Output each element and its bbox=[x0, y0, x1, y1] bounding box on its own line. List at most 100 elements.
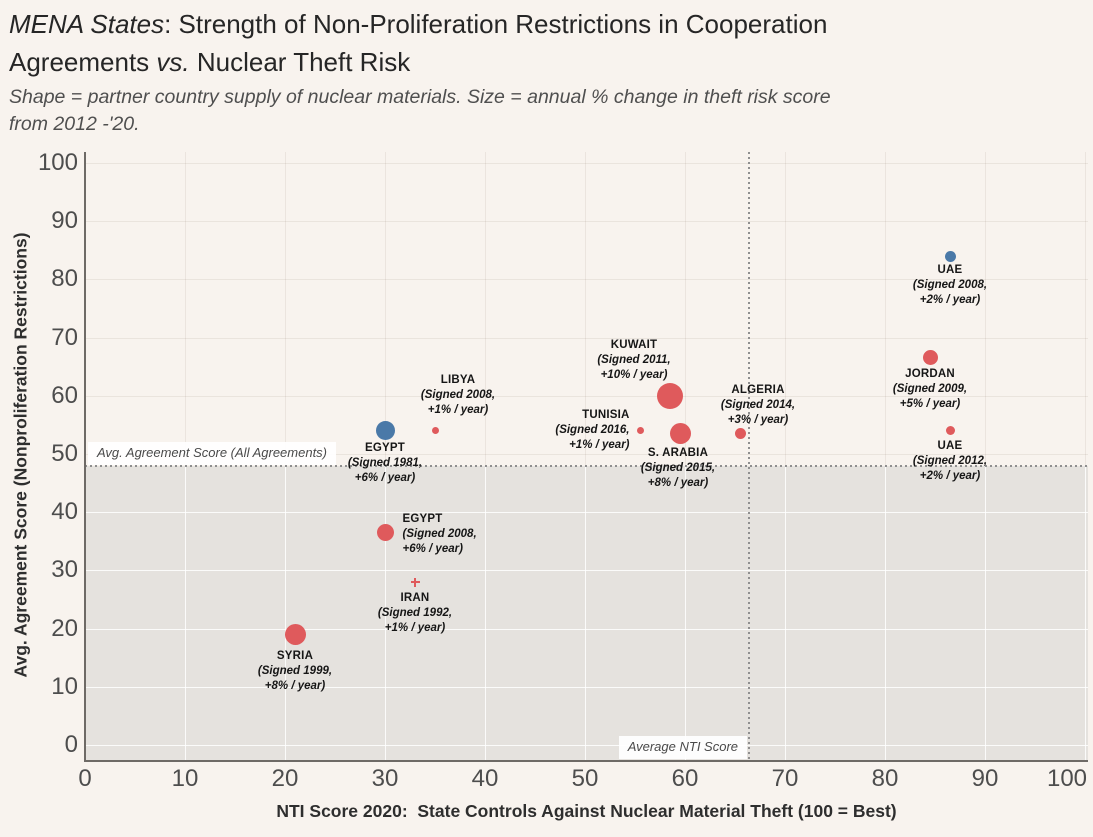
point-label-iran-1992: IRAN (Signed 1992, +1% / year) bbox=[335, 591, 495, 636]
chart-title-segment: vs. bbox=[156, 47, 190, 77]
point-egypt-1981[interactable] bbox=[375, 421, 395, 441]
y-axis-title: Avg. Agreement Score (Nonproliferation R… bbox=[10, 232, 31, 678]
chart-subtitle-line: from 2012 -'20. bbox=[9, 113, 140, 135]
avg-agreement-score-annotation: Avg. Agreement Score (All Agreements) bbox=[88, 442, 337, 465]
point-country-name: SYRIA bbox=[276, 649, 314, 662]
x-tick-label: 0 bbox=[78, 765, 92, 792]
vertical-gridline bbox=[384, 152, 386, 761]
point-detail-line: +2% / year) bbox=[919, 293, 981, 306]
horizontal-gridline bbox=[85, 338, 1088, 339]
point-label-egypt-2008: EGYPT (Signed 2008, +6% / year) bbox=[403, 512, 563, 557]
chart-title-segment: Nuclear Theft Risk bbox=[189, 47, 411, 77]
chart-title-line: MENA States: Strength of Non-Proliferati… bbox=[9, 5, 827, 43]
point-country-name: UAE bbox=[937, 440, 963, 453]
point-detail-line: (Signed 1992, bbox=[377, 606, 453, 619]
point-s-arabia-2015[interactable] bbox=[669, 423, 691, 445]
horizontal-gridline bbox=[85, 221, 1088, 222]
point-detail-line: (Signed 2009, bbox=[892, 383, 968, 396]
x-axis-line bbox=[84, 760, 1088, 762]
chart-title: MENA States: Strength of Non-Proliferati… bbox=[9, 5, 827, 81]
point-detail-line: (Signed 2016, bbox=[555, 424, 630, 437]
x-tick-label: 70 bbox=[771, 765, 799, 792]
average-nti-score-annotation: Average NTI Score bbox=[618, 736, 747, 759]
point-detail-line: +1% / year) bbox=[427, 404, 489, 417]
point-detail-line: (Signed 1999, bbox=[257, 664, 333, 677]
horizontal-gridline bbox=[85, 396, 1088, 397]
x-tick-label: 50 bbox=[571, 765, 599, 792]
y-axis-line bbox=[84, 152, 86, 761]
vertical-gridline bbox=[484, 152, 486, 761]
point-label-algeria-2014: ALGERIA (Signed 2014, +3% / year) bbox=[678, 383, 838, 428]
vertical-gridline bbox=[584, 152, 586, 761]
point-country-name: JORDAN bbox=[905, 368, 955, 381]
x-tick-label: 40 bbox=[471, 765, 499, 792]
chart-subtitle: Shape = partner country supply of nuclea… bbox=[9, 84, 831, 138]
point-detail-line: +6% / year) bbox=[402, 543, 463, 556]
vertical-gridline bbox=[884, 152, 886, 761]
vertical-gridline bbox=[1084, 152, 1086, 761]
point-label-egypt-1981: EGYPT (Signed 1981, +6% / year) bbox=[305, 441, 465, 486]
point-jordan-2009[interactable] bbox=[922, 350, 938, 366]
point-detail-line: +1% / year) bbox=[384, 621, 446, 634]
point-detail-line: +3% / year) bbox=[727, 414, 789, 427]
point-iran-1992[interactable] bbox=[410, 577, 420, 587]
point-country-name: S. ARABIA bbox=[647, 447, 709, 460]
point-label-kuwait-2011: KUWAIT (Signed 2011, +10% / year) bbox=[554, 338, 714, 383]
x-tick-label: 30 bbox=[371, 765, 399, 792]
x-axis-title: NTI Score 2020: State Controls Against N… bbox=[276, 801, 897, 821]
point-syria-1999[interactable] bbox=[284, 623, 306, 645]
horizontal-gridline bbox=[85, 629, 1088, 630]
point-country-name: EGYPT bbox=[402, 513, 443, 526]
point-label-syria-1999: SYRIA (Signed 1999, +8% / year) bbox=[215, 649, 375, 694]
point-egypt-2008[interactable] bbox=[376, 524, 394, 542]
y-tick-label: 50 bbox=[51, 440, 78, 467]
vertical-gridline bbox=[984, 152, 986, 761]
chart-subtitle-line: Shape = partner country supply of nuclea… bbox=[9, 86, 831, 108]
point-country-name: UAE bbox=[937, 263, 963, 276]
point-detail-line: +1% / year) bbox=[569, 439, 630, 452]
below-average-shaded-region bbox=[85, 466, 1088, 761]
chart-title-segment: : Strength of Non-Proliferation Restrict… bbox=[164, 9, 828, 39]
point-uae-2008[interactable] bbox=[944, 250, 956, 262]
point-uae-2012[interactable] bbox=[945, 426, 955, 436]
point-label-jordan-2009: JORDAN (Signed 2009, +5% / year) bbox=[850, 367, 1010, 412]
point-label-uae-2012: UAE (Signed 2012, +2% / year) bbox=[870, 439, 1030, 484]
y-tick-label: 70 bbox=[51, 323, 78, 351]
y-tick-label: 40 bbox=[51, 498, 78, 526]
horizontal-gridline bbox=[85, 279, 1088, 280]
horizontal-gridline bbox=[85, 570, 1088, 571]
horizontal-gridline bbox=[85, 687, 1088, 688]
point-detail-line: (Signed 2012, bbox=[912, 455, 988, 468]
y-tick-label: 0 bbox=[64, 731, 78, 758]
x-tick-label: 20 bbox=[271, 765, 299, 792]
point-country-name: ALGERIA bbox=[731, 384, 785, 397]
plot-area: Avg. Agreement Score (All Agreements) Ave… bbox=[85, 152, 1088, 761]
point-detail-line: (Signed 1981, bbox=[347, 457, 423, 470]
x-tick-label: 90 bbox=[971, 765, 999, 792]
point-detail-line: +8% / year) bbox=[647, 477, 709, 490]
horizontal-gridline bbox=[85, 745, 1088, 746]
point-tunisia-2016[interactable] bbox=[636, 427, 644, 435]
point-detail-line: +8% / year) bbox=[264, 679, 326, 692]
vertical-gridline bbox=[784, 152, 786, 761]
average-agreement-score-line bbox=[85, 465, 1088, 467]
point-label-uae-2008: UAE (Signed 2008, +2% / year) bbox=[870, 263, 1030, 308]
y-tick-label: 20 bbox=[51, 614, 78, 642]
point-label-libya-2008: LIBYA (Signed 2008, +1% / year) bbox=[378, 373, 538, 418]
point-detail-line: +5% / year) bbox=[899, 398, 961, 411]
point-libya-2008[interactable] bbox=[431, 427, 439, 435]
x-tick-label: 60 bbox=[671, 765, 699, 792]
horizontal-gridline bbox=[85, 454, 1088, 455]
point-algeria-2014[interactable] bbox=[734, 428, 746, 440]
x-tick-label: 100 bbox=[1046, 765, 1088, 792]
point-detail-line: (Signed 2014, bbox=[720, 399, 796, 412]
point-country-name: IRAN bbox=[400, 591, 430, 604]
x-tick-label: 10 bbox=[171, 765, 199, 792]
point-detail-line: (Signed 2008, bbox=[402, 528, 477, 541]
y-tick-label: 80 bbox=[51, 265, 78, 293]
point-detail-line: (Signed 2008, bbox=[912, 278, 988, 291]
point-label-tunisia-2016: TUNISIA (Signed 2016, +1% / year) bbox=[470, 408, 630, 453]
point-kuwait-2011[interactable] bbox=[657, 382, 683, 409]
point-detail-line: +10% / year) bbox=[600, 368, 668, 381]
